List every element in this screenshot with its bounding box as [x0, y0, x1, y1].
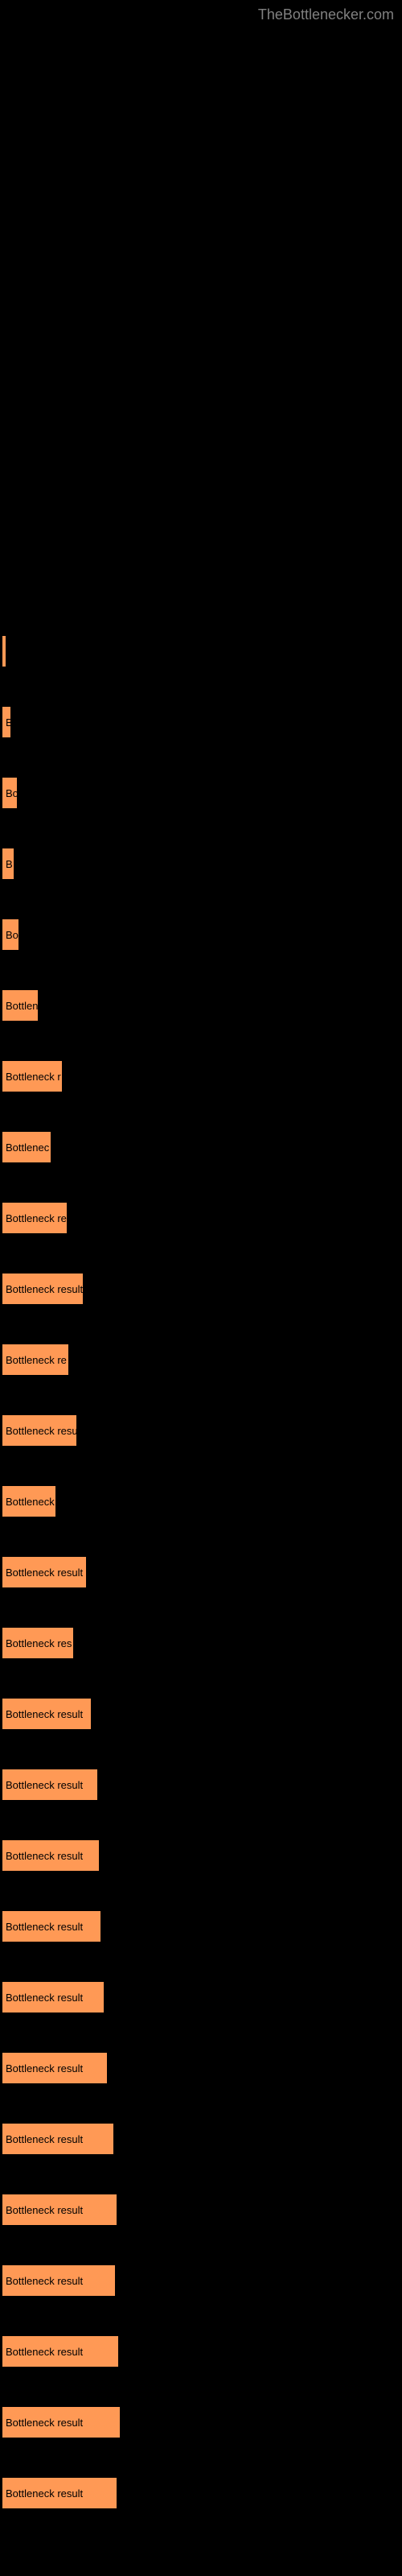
bar-row: Bottleneck	[2, 1486, 402, 1517]
bar-row: B	[2, 707, 402, 737]
chart-bar: Bottleneck result	[2, 2053, 107, 2083]
chart-bar: Bottleneck result	[2, 1911, 100, 1942]
chart-bar: Bottleneck result	[2, 2407, 120, 2438]
bar-row: Bottleneck res	[2, 1628, 402, 1658]
bar-row: Bottleneck result	[2, 1557, 402, 1587]
chart-bar: Bottleneck	[2, 1486, 55, 1517]
bar-row: Bottleneck result	[2, 2194, 402, 2225]
chart-bar: Bottleneck result	[2, 1699, 91, 1729]
chart-bar: Bo	[2, 778, 17, 808]
chart-bar: Bo	[2, 919, 18, 950]
bar-row	[2, 636, 402, 667]
bar-row: Bottleneck result	[2, 1699, 402, 1729]
bar-row: Bottleneck result	[2, 2053, 402, 2083]
chart-bar: Bottlenec	[2, 1132, 51, 1162]
bar-row: Bottleneck result	[2, 1769, 402, 1800]
bar-row: Bottleneck result	[2, 1982, 402, 2013]
chart-bar: Bottleneck re	[2, 1203, 67, 1233]
bar-chart: B Bo B Bo Bottlen Bottleneck r Bottlenec Bottle…	[0, 0, 402, 2508]
chart-bar: Bottleneck result	[2, 1769, 97, 1800]
bar-row: Bottleneck result	[2, 1840, 402, 1871]
chart-bar: B	[2, 707, 10, 737]
chart-bar: Bottleneck result	[2, 2336, 118, 2367]
bar-row: Bottleneck result	[2, 1274, 402, 1304]
bar-row: Bottleneck resu	[2, 1415, 402, 1446]
chart-bar: Bottleneck result	[2, 2478, 117, 2508]
bar-row: Bo	[2, 778, 402, 808]
chart-bar: Bottleneck re	[2, 1344, 68, 1375]
chart-bar: Bottleneck result	[2, 2265, 115, 2296]
bar-row: Bottleneck re	[2, 1203, 402, 1233]
chart-bar: Bottleneck result	[2, 1274, 83, 1304]
chart-bar: Bottleneck result	[2, 1557, 86, 1587]
bar-row: Bottleneck r	[2, 1061, 402, 1092]
bar-row: Bottleneck result	[2, 2336, 402, 2367]
bar-row: Bottlenec	[2, 1132, 402, 1162]
bar-row: Bottleneck result	[2, 2124, 402, 2154]
chart-bar: Bottleneck result	[2, 1840, 99, 1871]
chart-bar: Bottleneck res	[2, 1628, 73, 1658]
bar-row: Bottleneck result	[2, 1911, 402, 1942]
chart-bar: Bottleneck r	[2, 1061, 62, 1092]
bar-row: Bo	[2, 919, 402, 950]
bar-row: Bottleneck result	[2, 2478, 402, 2508]
chart-bar: B	[2, 848, 14, 879]
chart-bar: Bottleneck result	[2, 1982, 104, 2013]
bar-row: Bottleneck result	[2, 2265, 402, 2296]
bar-row: Bottleneck re	[2, 1344, 402, 1375]
bar-row: Bottleneck result	[2, 2407, 402, 2438]
chart-bar	[2, 636, 6, 667]
chart-bar: Bottleneck result	[2, 2194, 117, 2225]
watermark-text: TheBottlenecker.com	[258, 6, 394, 23]
chart-bar: Bottlen	[2, 990, 38, 1021]
bar-row: B	[2, 848, 402, 879]
chart-bar: Bottleneck resu	[2, 1415, 76, 1446]
bar-row: Bottlen	[2, 990, 402, 1021]
chart-bar: Bottleneck result	[2, 2124, 113, 2154]
